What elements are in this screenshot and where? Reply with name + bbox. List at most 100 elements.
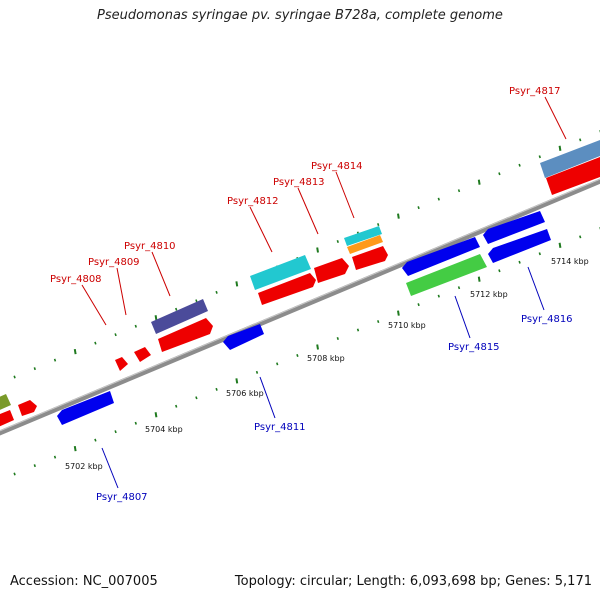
scale-label: 5714 kbp xyxy=(551,257,589,266)
gene-block-purple[interactable] xyxy=(151,299,208,334)
tick-mark xyxy=(477,179,481,185)
gene-block-blue[interactable] xyxy=(488,229,551,263)
gene-block-red[interactable] xyxy=(158,318,213,352)
gene-block-olive[interactable] xyxy=(0,394,11,412)
tick-mark xyxy=(235,281,239,287)
tick-mark xyxy=(195,299,198,303)
tick-mark xyxy=(417,303,420,307)
tick-mark xyxy=(477,276,481,282)
gene-label-forward[interactable]: Psyr_4814 xyxy=(311,161,363,172)
tick-mark xyxy=(377,320,380,324)
tick-mark xyxy=(134,421,137,425)
tick-mark xyxy=(558,242,562,248)
tick-mark xyxy=(417,206,420,210)
gene-label-reverse[interactable]: Psyr_4816 xyxy=(521,314,573,325)
gene-label-reverse[interactable]: Psyr_4815 xyxy=(448,342,500,353)
tick-mark xyxy=(195,396,198,400)
tick-mark xyxy=(94,341,97,345)
gene-block-red[interactable] xyxy=(134,347,151,362)
tick-mark xyxy=(296,353,299,357)
tick-mark xyxy=(437,294,440,298)
tick-mark xyxy=(498,269,501,273)
tick-mark xyxy=(457,286,461,290)
forward-gene-blocks xyxy=(0,140,600,429)
tick-mark xyxy=(154,315,158,321)
tick-mark xyxy=(215,387,218,391)
tick-mark xyxy=(33,367,36,371)
tick-mark xyxy=(558,145,562,151)
gene-block-red[interactable] xyxy=(546,157,600,195)
tick-mark xyxy=(316,344,319,350)
tick-mark xyxy=(498,172,501,176)
tick-mark xyxy=(518,163,521,167)
tick-mark xyxy=(437,197,440,201)
tick-mark xyxy=(255,370,259,374)
gene-label-forward[interactable]: Psyr_4813 xyxy=(273,177,325,188)
tick-mark xyxy=(235,378,239,384)
tick-mark xyxy=(538,252,541,256)
scale-label: 5710 kbp xyxy=(388,321,426,330)
gene-block-orange[interactable] xyxy=(347,235,383,254)
backbone-line xyxy=(0,178,600,436)
gene-label-forward[interactable]: Psyr_4809 xyxy=(88,257,140,268)
scale-label: 5702 kbp xyxy=(65,462,103,471)
gene-label-forward[interactable]: Psyr_4810 xyxy=(124,241,176,252)
tick-mark xyxy=(13,375,16,379)
accession-text: Accession: NC_007005 xyxy=(10,574,158,589)
tick-mark xyxy=(114,430,117,434)
gene-block-blue[interactable] xyxy=(402,237,480,276)
gene-block-green[interactable] xyxy=(406,254,487,296)
scale-label: 5712 kbp xyxy=(470,290,508,299)
gene-block-cyan[interactable] xyxy=(344,226,382,246)
tick-mark xyxy=(377,223,380,227)
tick-mark xyxy=(154,412,158,418)
gene-label-forward[interactable]: Psyr_4817 xyxy=(509,86,561,97)
leader-lines xyxy=(81,96,567,489)
tick-mark xyxy=(316,247,319,253)
scale-label: 5706 kbp xyxy=(226,389,264,398)
gene-block-blue[interactable] xyxy=(57,391,114,425)
tick-mark xyxy=(13,472,16,476)
tick-mark xyxy=(397,310,400,316)
gene-label-reverse[interactable]: Psyr_4807 xyxy=(96,492,148,503)
reverse-tick-track xyxy=(13,227,600,476)
tick-mark xyxy=(579,138,582,142)
tick-mark xyxy=(175,307,178,311)
tick-mark xyxy=(215,290,218,294)
forward-tick-track xyxy=(13,130,600,379)
gene-block-steelblue[interactable] xyxy=(540,140,600,178)
gene-labels: Psyr_4808 Psyr_4809 Psyr_4810 Psyr_4812 … xyxy=(50,86,573,503)
tick-mark xyxy=(579,235,582,239)
gene-label-forward[interactable]: Psyr_4808 xyxy=(50,274,102,285)
scale-label: 5708 kbp xyxy=(307,354,345,363)
gene-block-red[interactable] xyxy=(115,357,128,371)
map-title: Pseudomonas syringae pv. syringae B728a,… xyxy=(97,8,503,23)
gene-label-forward[interactable]: Psyr_4812 xyxy=(227,196,279,207)
gene-block-red[interactable] xyxy=(352,246,388,270)
gene-block-red[interactable] xyxy=(18,400,37,416)
tick-mark xyxy=(73,445,77,452)
tick-mark xyxy=(73,348,77,355)
tick-mark xyxy=(134,324,137,328)
tick-mark xyxy=(336,337,339,341)
gene-label-reverse[interactable]: Psyr_4811 xyxy=(254,422,306,433)
gene-block-blue[interactable] xyxy=(483,211,545,244)
gene-block-cyan[interactable] xyxy=(250,255,311,290)
topology-info-text: Topology: circular; Length: 6,093,698 bp… xyxy=(234,574,592,589)
tick-mark xyxy=(538,155,541,159)
gene-block-red[interactable] xyxy=(258,273,316,305)
gene-block-red[interactable] xyxy=(314,258,349,283)
reverse-gene-blocks xyxy=(57,211,551,425)
tick-mark xyxy=(53,358,57,362)
backbone-highlight xyxy=(0,178,600,432)
gene-block-blue[interactable] xyxy=(223,324,264,350)
tick-mark xyxy=(356,328,360,332)
tick-mark xyxy=(518,260,521,264)
scale-labels: 5702 kbp 5704 kbp 5706 kbp 5708 kbp 5710… xyxy=(65,257,589,471)
tick-mark xyxy=(33,464,36,468)
tick-mark xyxy=(53,455,57,459)
gene-block-red[interactable] xyxy=(0,410,14,429)
tick-mark xyxy=(175,404,178,408)
tick-mark xyxy=(114,333,117,337)
